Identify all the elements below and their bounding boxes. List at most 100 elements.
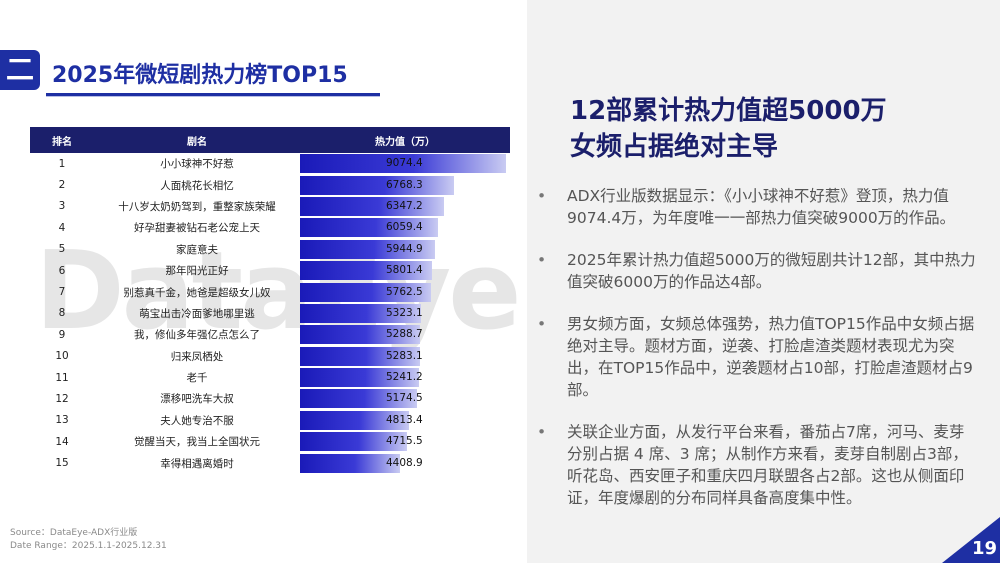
table-row: 1 小小球神不好惹 9074.4 xyxy=(30,153,510,174)
headline-line-2: 女频占据绝对主导 xyxy=(570,132,779,162)
heat-value-label: 9074.4 xyxy=(386,157,423,170)
row-rank: 13 xyxy=(55,414,69,427)
source-line: Source：DataEye-ADX行业版 xyxy=(10,528,138,538)
row-rank: 3 xyxy=(58,200,66,213)
header-value: 热力值（万） xyxy=(375,136,435,148)
heat-value-bar xyxy=(300,432,408,452)
heat-value-label: 4408.9 xyxy=(386,456,423,469)
row-value-cell: 5288.7 xyxy=(300,325,510,345)
row-rank: 2 xyxy=(58,179,66,192)
table-row: 7 别惹真千金，她爸是超级女儿奴 5762.5 xyxy=(30,281,510,302)
table-row: 6 那年阳光正好 5801.4 xyxy=(30,260,510,281)
row-value-cell: 6768.3 xyxy=(300,175,510,195)
heat-value-label: 6768.3 xyxy=(386,178,423,191)
row-drama-name: 那年阳光正好 xyxy=(165,265,229,278)
row-drama-name: 老千 xyxy=(186,372,208,385)
row-value-cell: 9074.4 xyxy=(300,154,510,174)
bullet-list: • ADX行业版数据显示：《小小球神不好惹》登顶，热力值9074.4万，为年度唯一… xyxy=(537,185,977,529)
row-rank: 11 xyxy=(55,371,69,384)
heat-value-bar xyxy=(300,175,454,195)
heat-ranking-table: 排名 剧名 热力值（万） 1 小小球神不好惹 9074.4 2 人面桃花长相忆 6768.… xyxy=(30,127,510,474)
heat-value-bar xyxy=(300,218,438,238)
bullet-text: 2025年累计热力值超5000万的微短剧共计12部，其中热力值突破6000万的作… xyxy=(567,251,976,291)
row-value-cell: 5944.9 xyxy=(300,239,510,259)
row-rank: 9 xyxy=(58,328,66,341)
table-row: 11 老千 5241.2 xyxy=(30,367,510,388)
heat-value-label: 5801.4 xyxy=(386,264,423,277)
heat-value-label: 6059.4 xyxy=(386,221,423,234)
heat-value-bar xyxy=(300,282,431,302)
table-body: 1 小小球神不好惹 9074.4 2 人面桃花长相忆 6768.3 3 十八岁太奶奶驾到，重整… xyxy=(30,153,510,474)
row-rank: 10 xyxy=(55,350,69,363)
row-drama-name: 萌宝出击冷面爹地哪里逃 xyxy=(139,307,255,320)
heat-value-bar xyxy=(300,368,419,388)
bullet-text: 男女频方面，女频总体强势，热力值TOP15作品中女频占据绝对主导。题材方面，逆袭… xyxy=(567,315,975,399)
table-row: 3 十八岁太奶奶驾到，重整家族荣耀 6347.2 xyxy=(30,196,510,217)
row-drama-name: 家庭意夫 xyxy=(176,243,218,256)
table-row: 9 我，修仙多年强亿点怎么了 5288.7 xyxy=(30,324,510,345)
table-row: 8 萌宝出击冷面爹地哪里逃 5323.1 xyxy=(30,303,510,324)
heat-value-bar xyxy=(300,325,421,345)
row-rank: 8 xyxy=(58,307,66,320)
page-number: 19 xyxy=(971,538,997,559)
row-value-cell: 5323.1 xyxy=(300,303,510,323)
row-rank: 1 xyxy=(58,157,66,170)
header-name: 剧名 xyxy=(187,136,207,148)
headline: 12部累计热力值超5000万 女频占据绝对主导 xyxy=(570,93,887,165)
table-row: 15 幸得相遇离婚时 4408.9 xyxy=(30,452,510,473)
heat-value-label: 5762.5 xyxy=(386,285,423,298)
row-drama-name: 好孕甜妻被钻石老公宠上天 xyxy=(134,222,260,235)
heat-value-bar xyxy=(300,453,401,473)
heat-value-label: 5174.5 xyxy=(386,392,423,405)
row-drama-name: 别惹真千金，她爸是超级女儿奴 xyxy=(123,286,271,299)
row-rank: 7 xyxy=(58,286,66,299)
table-row: 5 家庭意夫 5944.9 xyxy=(30,239,510,260)
table-row: 12 漂移吧洗车大叔 5174.5 xyxy=(30,388,510,409)
heat-value-label: 5241.2 xyxy=(386,371,423,384)
row-value-cell: 6059.4 xyxy=(300,218,510,238)
heat-value-bar xyxy=(300,239,435,259)
row-value-cell: 4715.5 xyxy=(300,432,510,452)
section-title-underline-light xyxy=(46,96,380,97)
section-title-underline xyxy=(46,93,380,96)
heat-value-bar xyxy=(300,410,410,430)
bullet-dot-icon: • xyxy=(537,315,547,333)
table-header: 排名 剧名 热力值（万） xyxy=(30,127,510,153)
bullet-text: 关联企业方面，从发行平台来看，番茄占7席，河马、麦芽分别占据 4 席、3 席；从… xyxy=(567,423,968,507)
row-value-cell: 5762.5 xyxy=(300,282,510,302)
table-row: 4 好孕甜妻被钻石老公宠上天 6059.4 xyxy=(30,217,510,238)
heat-value-label: 4715.5 xyxy=(386,435,423,448)
row-rank: 4 xyxy=(58,221,66,234)
bullet-dot-icon: • xyxy=(537,423,547,441)
bullet-dot-icon: • xyxy=(537,251,547,269)
row-drama-name: 人面桃花长相忆 xyxy=(160,179,234,192)
row-rank: 12 xyxy=(55,392,69,405)
headline-line-1: 12部累计热力值超5000万 xyxy=(570,96,887,126)
row-value-cell: 4408.9 xyxy=(300,453,510,473)
row-value-cell: 5174.5 xyxy=(300,389,510,409)
row-drama-name: 觉醒当天，我当上全国状元 xyxy=(134,436,260,449)
row-value-cell: 6347.2 xyxy=(300,196,510,216)
heat-value-bar xyxy=(300,346,420,366)
row-drama-name: 我，修仙多年强亿点怎么了 xyxy=(134,329,260,342)
heat-value-bar xyxy=(300,261,432,281)
row-drama-name: 十八岁太奶奶驾到，重整家族荣耀 xyxy=(118,200,276,213)
bullet-text: ADX行业版数据显示：《小小球神不好惹》登顶，热力值9074.4万，为年度唯一一… xyxy=(567,187,956,227)
heat-value-label: 5283.1 xyxy=(386,349,423,362)
row-drama-name: 小小球神不好惹 xyxy=(160,158,234,171)
heat-value-label: 5944.9 xyxy=(386,242,423,255)
row-drama-name: 夫人她专治不服 xyxy=(160,414,234,427)
heat-value-bar xyxy=(300,196,445,216)
section-title: 2025年微短剧热力榜TOP15 xyxy=(52,63,348,88)
table-row: 14 觉醒当天，我当上全国状元 4715.5 xyxy=(30,431,510,452)
heat-value-label: 5323.1 xyxy=(386,306,423,319)
bullet-item: • 2025年累计热力值超5000万的微短剧共计12部，其中热力值突破6000万的… xyxy=(537,249,977,293)
heat-value-label: 6347.2 xyxy=(386,199,423,212)
dataeye-watermark: DataEye xyxy=(35,229,521,354)
page-corner-triangle xyxy=(942,517,1000,563)
row-drama-name: 归来凤栖处 xyxy=(170,350,224,363)
table-row: 10 归来凤栖处 5283.1 xyxy=(30,346,510,367)
row-drama-name: 漂移吧洗车大叔 xyxy=(160,393,234,406)
heat-value-label: 4813.4 xyxy=(386,413,423,426)
bullet-item: • 关联企业方面，从发行平台来看，番茄占7席，河马、麦芽分别占据 4 席、3 席；… xyxy=(537,421,977,509)
